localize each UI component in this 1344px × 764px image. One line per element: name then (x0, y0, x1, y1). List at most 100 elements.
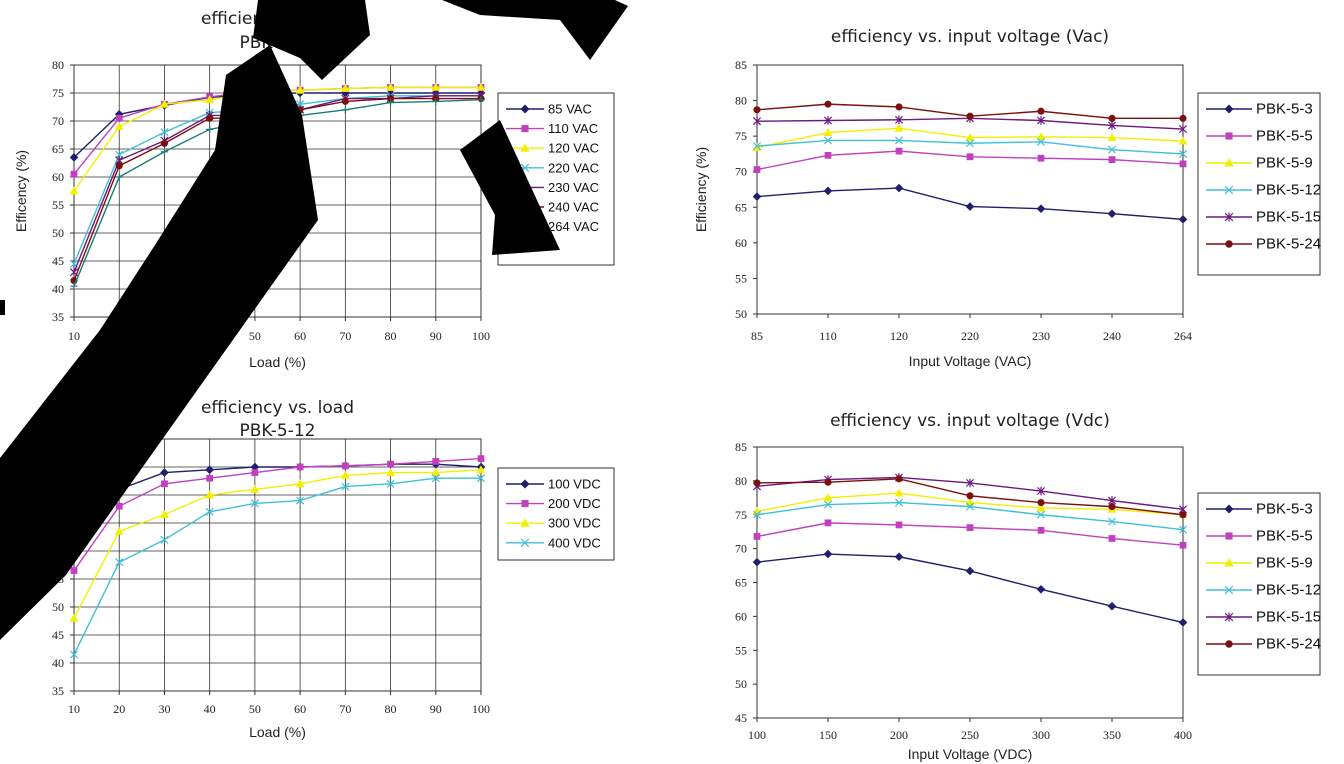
data-point (115, 558, 124, 567)
y-tick-label: 40 (52, 282, 64, 296)
series-pbk-5-9 (752, 123, 1188, 151)
data-point (387, 460, 394, 468)
y-tick-label: 70 (735, 542, 747, 556)
data-point (1108, 156, 1116, 164)
legend-label: PBK-5-5 (1256, 128, 1313, 145)
legend-swatch-marker (1224, 104, 1234, 114)
data-point (296, 496, 305, 505)
legend-swatch-marker (1224, 212, 1234, 222)
watermark-fragment (0, 300, 5, 315)
legend-label: PBK-5-15 (1256, 209, 1321, 226)
chart-title: efficiency vs. input voltage (Vdc) (830, 411, 1110, 431)
legend: 100 VDC 200 VDC 300 VDC 400 VDC (497, 467, 615, 561)
data-point (753, 479, 761, 487)
x-tick-label: 90 (430, 702, 442, 716)
data-point (823, 493, 833, 502)
legend-label: PBK-5-12 (1256, 182, 1321, 199)
data-point (895, 521, 903, 529)
legend-swatch-marker (1224, 585, 1234, 595)
data-point (752, 557, 762, 567)
legend-swatch-marker (520, 538, 530, 548)
data-point (386, 82, 396, 91)
data-point (206, 125, 214, 133)
data-point (965, 202, 975, 211)
series-line (73, 477, 481, 655)
legend-label: 230 VAC (548, 180, 599, 195)
data-point (1036, 510, 1046, 519)
data-point (1179, 160, 1187, 168)
data-point (965, 132, 975, 141)
legend-swatch-marker (1225, 240, 1233, 248)
legend-label: PBK-5-9 (1256, 155, 1313, 172)
data-point (753, 106, 761, 114)
series-300-vdc (69, 465, 486, 622)
data-point (432, 97, 440, 105)
data-point (70, 567, 78, 574)
series-line (73, 463, 482, 541)
data-point (432, 458, 440, 465)
data-point (1108, 535, 1116, 542)
data-point (1178, 525, 1188, 534)
legend-swatch-marker (1224, 158, 1234, 167)
data-point (823, 549, 833, 559)
y-tick-label: 60 (735, 609, 747, 623)
data-point (1179, 541, 1187, 549)
x-tick-label: 100 (472, 329, 490, 343)
series-pbk-5-12 (752, 498, 1188, 534)
data-point (753, 166, 761, 173)
chart-subtitle: PBK-5-12 (240, 421, 316, 441)
legend-label: PBK-5-3 (1256, 101, 1313, 118)
data-point (386, 98, 395, 107)
legend-swatch-marker (520, 143, 530, 152)
data-point (1178, 215, 1188, 224)
data-point (341, 106, 349, 114)
y-tick-label: 75 (735, 129, 747, 143)
data-point (205, 95, 215, 104)
legend-label: 400 VDC (548, 535, 601, 550)
data-point (1108, 503, 1116, 511)
x-tick-label: 220 (961, 329, 979, 343)
x-tick-label: 350 (1103, 728, 1121, 742)
data-point (966, 153, 974, 161)
data-point (206, 114, 214, 122)
y-tick-label: 65 (735, 200, 747, 214)
chart-efficiency-vs-load-dc: 3540455055606570758010203040506070809010… (13, 398, 615, 740)
data-point (1037, 107, 1045, 115)
data-point (476, 465, 486, 474)
x-axis-label: Load (%) (249, 354, 306, 370)
data-point (824, 519, 832, 527)
data-point (341, 482, 350, 491)
x-tick-label: 50 (249, 702, 261, 716)
x-axis-label: Input Voltage (VDC) (908, 746, 1033, 762)
y-tick-label: 70 (735, 165, 747, 179)
data-point (295, 85, 305, 94)
series-200-vdc (70, 455, 485, 574)
data-point (70, 282, 78, 290)
plot-area (756, 446, 1184, 719)
y-tick-label: 45 (52, 254, 64, 268)
data-point (340, 470, 350, 479)
legend-swatch-marker (521, 125, 529, 133)
data-point (431, 82, 441, 91)
legend-swatch-marker (1224, 558, 1234, 567)
x-tick-label: 30 (158, 702, 170, 716)
x-tick-label: 100 (748, 728, 766, 742)
data-point (1037, 498, 1045, 507)
data-point (477, 96, 485, 104)
legend-swatch-marker (520, 479, 530, 489)
data-point (1178, 136, 1188, 145)
x-tick-label: 230 (1032, 329, 1050, 343)
x-tick-label: 400 (1174, 728, 1192, 742)
data-point (1178, 618, 1188, 627)
x-tick-label: 40 (204, 702, 216, 716)
chart-title: efficiency vs. load (201, 398, 354, 418)
data-point (966, 112, 974, 120)
data-point (70, 170, 78, 178)
data-point (341, 462, 349, 470)
data-point (966, 524, 974, 532)
chart-title: efficiency vs. input voltage (Vac) (831, 27, 1109, 47)
data-point (340, 83, 350, 92)
legend-label: 300 VDC (548, 516, 601, 531)
data-point (1179, 511, 1187, 519)
data-point (752, 192, 762, 201)
